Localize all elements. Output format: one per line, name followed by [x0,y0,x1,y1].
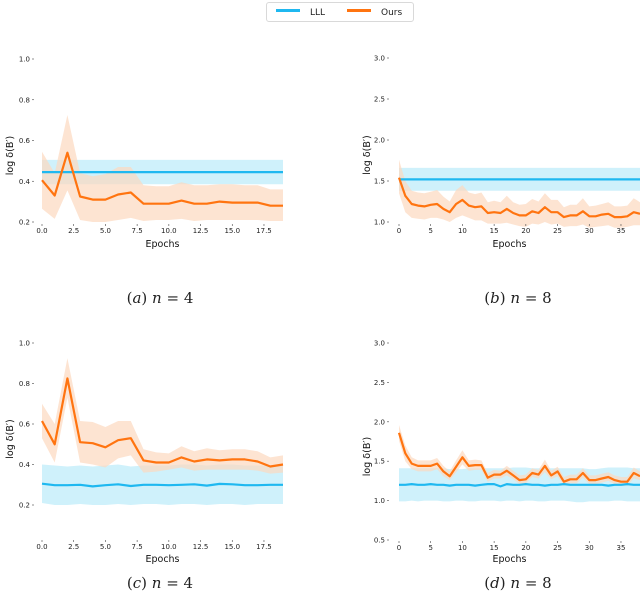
ytick-label: 1.5 [374,458,385,466]
xtick-label: 0 [397,544,401,552]
xtick-label: 10 [458,544,467,552]
xtick-label: 5 [428,227,432,235]
xtick-label: 5.0 [100,227,111,235]
xtick-label: 12.5 [193,543,209,551]
xtick-label: 17.5 [256,227,272,235]
ytick-label: 1.0 [19,340,30,348]
ytick-label: 1.0 [374,219,385,227]
xtick-label: 10.0 [161,543,177,551]
ytick-label: 2.5 [374,379,385,387]
ytick-label: 2.5 [374,96,385,104]
xtick-label: 2.5 [68,227,79,235]
xtick-label: 30 [585,227,594,235]
xtick-label: 5 [428,544,432,552]
ytick-label: 3.0 [374,340,385,348]
chart-b: 1.0 1.5 2.0 2.5 3.0 0 5 10 15 20 25 30 35 Epochs log δ… [362,55,640,307]
xtick-label: 17.5 [256,543,272,551]
ytick-label: 0.8 [19,96,30,104]
xtick-label: 35 [617,227,626,235]
legend-label-ours: Ours [381,8,403,18]
ytick-label: 2.0 [374,418,385,426]
xtick-label: 15.0 [224,227,240,235]
ytick-label: 0.4 [19,178,31,186]
line-ours [41,151,283,207]
y-axis-label: log δ(B′) [362,135,373,174]
chart-c: 0.2 0.4 0.6 0.8 1.0 0.0 2.5 5.0 7.5 10.0 12.5 15.0 1… [5,340,284,592]
legend-swatch-lll [276,9,300,12]
ytick-label: 0.2 [19,502,30,510]
ytick-label: 3.0 [374,55,385,63]
xtick-label: 35 [617,544,626,552]
y-axis-label: log δ(B′) [5,136,16,175]
xtick-label: 5.0 [100,543,111,551]
xtick-label: 25 [553,227,562,235]
xtick-label: 30 [585,544,594,552]
xtick-label: 0.0 [36,227,47,235]
xtick-label: 20 [521,544,530,552]
chart-caption: (d) n = 8 [484,574,551,592]
legend: LLL Ours [266,2,414,22]
xtick-label: 0 [397,227,401,235]
ytick-label: 0.5 [374,537,385,545]
x-axis-label: Epochs [492,239,526,250]
ytick-label: 0.8 [19,380,30,388]
ytick-label: 0.2 [19,219,30,227]
xtick-label: 7.5 [132,543,143,551]
x-axis-label: Epochs [145,554,179,565]
xtick-label: 0.0 [36,543,47,551]
ytick-label: 1.5 [374,178,385,186]
xtick-label: 20 [521,227,530,235]
chart-a: 0.2 0.4 0.6 0.8 1.0 0.0 2.5 5.0 7.5 10.0 12.5 15.0 1… [5,56,284,307]
y-axis-label: log δ(B′) [362,437,373,476]
xtick-label: 7.5 [132,227,143,235]
chart-caption: (a) n = 4 [127,289,194,307]
chart-caption: (b) n = 8 [484,289,551,307]
ytick-label: 1.0 [374,497,385,505]
band-ours [399,159,640,228]
ytick-label: 2.0 [374,137,385,145]
line-ours [41,377,284,468]
ytick-label: 1.0 [19,56,30,64]
xtick-label: 10 [458,227,467,235]
band-ours [42,358,283,474]
xtick-label: 25 [553,544,562,552]
ytick-label: 0.6 [19,137,31,145]
xtick-label: 15 [490,227,499,235]
xtick-label: 15 [490,544,499,552]
chart-caption: (c) n = 4 [127,574,193,592]
ytick-label: 0.4 [19,461,31,469]
ytick-label: 0.6 [19,421,31,429]
chart-d: 0.5 1.0 1.5 2.0 2.5 3.0 0 5 10 15 20 25 30 35 Epochs lo… [362,340,640,592]
legend-swatch-ours [347,9,371,12]
band-ours [42,115,283,222]
line-lll [41,482,283,488]
x-axis-label: Epochs [145,239,179,250]
xtick-label: 2.5 [68,543,79,551]
xtick-label: 12.5 [193,227,209,235]
xtick-label: 15.0 [224,543,240,551]
y-axis-label: log δ(B′) [5,419,16,458]
x-axis-label: Epochs [492,554,526,565]
xtick-label: 10.0 [161,227,177,235]
legend-label-lll: LLL [310,8,326,18]
